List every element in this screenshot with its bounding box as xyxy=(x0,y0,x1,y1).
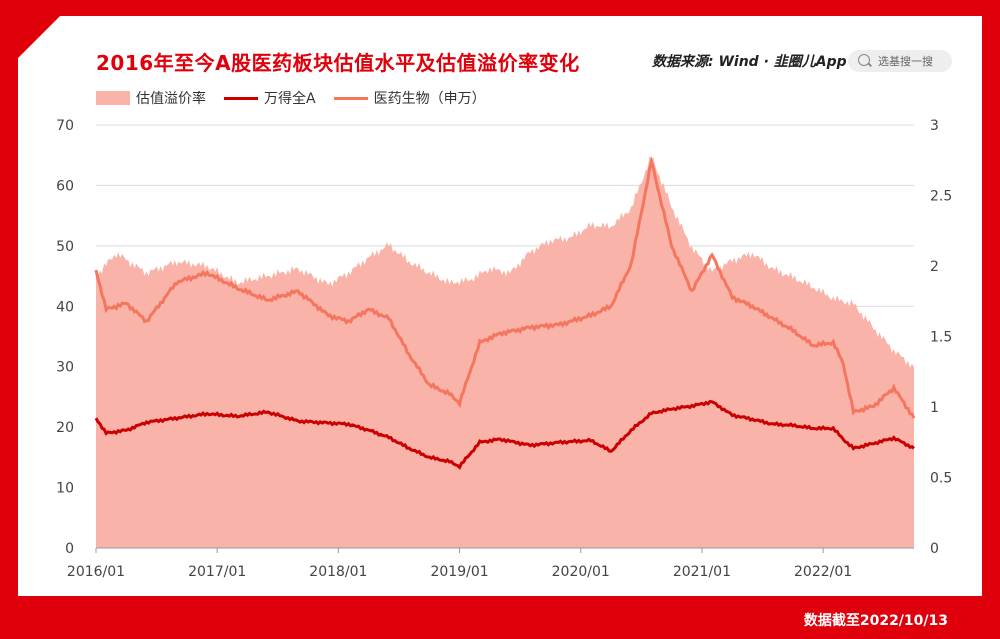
x-tick-label: 2022/01 xyxy=(794,564,852,580)
y-left-tick-label: 30 xyxy=(56,360,74,376)
x-tick-label: 2020/01 xyxy=(552,564,610,580)
search-box[interactable]: 选基搜一搜 xyxy=(848,50,952,72)
y-left-tick-label: 10 xyxy=(56,481,74,497)
legend-swatch-pharma xyxy=(333,96,368,100)
chart-title: 2016年至今A股医药板块估值水平及估值溢价率变化 xyxy=(96,51,580,75)
wind-a-line-series xyxy=(94,399,915,470)
legend-label-premium: 估值溢价率 xyxy=(136,91,206,107)
search-icon xyxy=(858,54,870,66)
legend-label-pharma: 医药生物（申万） xyxy=(373,91,486,107)
y-left-tick-label: 50 xyxy=(56,239,74,255)
x-tick-label: 2017/01 xyxy=(188,564,246,580)
legend-item-pharma: 医药生物（申万） xyxy=(333,88,486,108)
x-tick-label: 2016/01 xyxy=(67,564,125,580)
y-right-tick-label: 2.5 xyxy=(930,189,952,205)
x-tick-label: 2019/01 xyxy=(430,564,488,580)
legend-item-premium: 估值溢价率 xyxy=(96,88,206,108)
footer-date-note: 数据截至2022/10/13 xyxy=(803,613,948,629)
brand-logo: 韭圈儿App xyxy=(773,54,847,70)
data-source: 数据来源: Wind · 韭圈儿App xyxy=(652,51,847,71)
legend-item-wind-a: 万得全A xyxy=(224,88,316,108)
legend-swatch-wind-a xyxy=(224,96,258,100)
y-right-tick-label: 2 xyxy=(930,259,939,275)
y-left-tick-label: 40 xyxy=(56,299,74,315)
y-right-tick-label: 0.5 xyxy=(930,471,952,487)
legend-swatch-area xyxy=(96,91,130,105)
source-label: 数据来源: Wind · xyxy=(652,54,774,70)
y-right-tick-label: 1 xyxy=(930,400,939,416)
y-left-tick-label: 70 xyxy=(56,118,74,134)
y-left-tick-label: 60 xyxy=(56,178,74,194)
chart-legend: 估值溢价率 万得全A 医药生物（申万） xyxy=(96,88,504,108)
x-tick-label: 2018/01 xyxy=(309,564,367,580)
y-left-tick-label: 0 xyxy=(65,541,74,557)
x-tick-label: 2021/01 xyxy=(673,564,731,580)
premium-area-series xyxy=(96,156,914,548)
legend-label-wind-a: 万得全A xyxy=(264,91,316,107)
y-left-tick-label: 20 xyxy=(56,420,74,436)
search-placeholder: 选基搜一搜 xyxy=(878,55,933,68)
pharma-line-series xyxy=(94,156,916,419)
y-right-tick-label: 3 xyxy=(930,118,939,134)
y-right-tick-label: 1.5 xyxy=(930,330,952,346)
y-right-tick-label: 0 xyxy=(930,541,939,557)
